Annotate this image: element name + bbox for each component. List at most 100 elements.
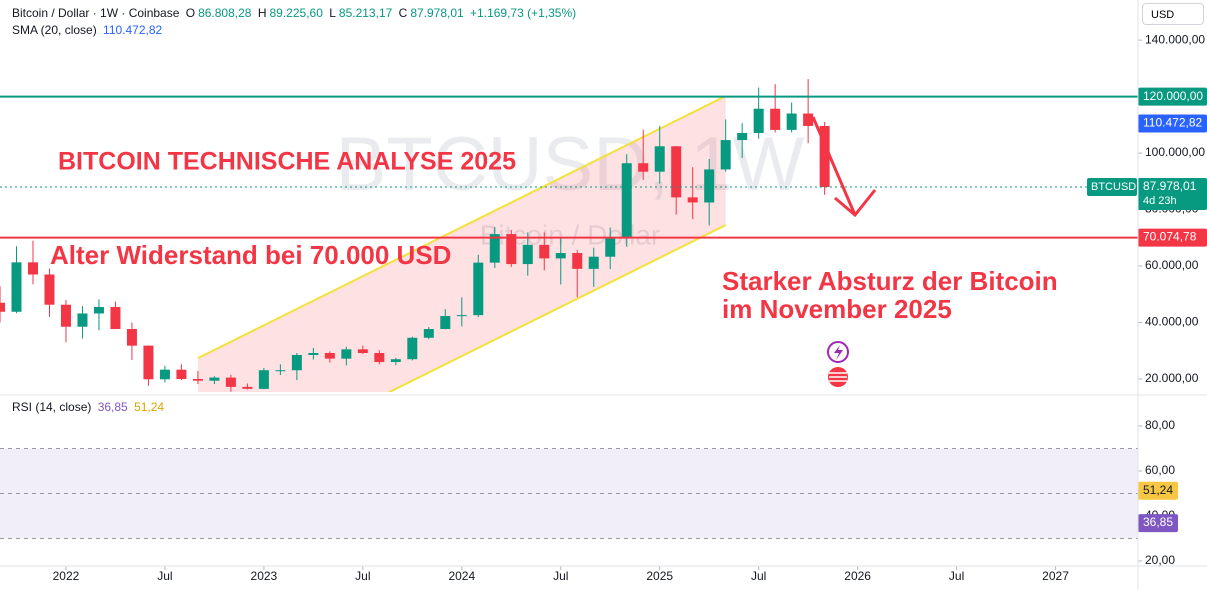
x-tick-label: 2025 [646, 569, 673, 583]
candle-body [407, 337, 418, 360]
x-tick-label: Jul [157, 569, 172, 583]
x-tick-label: 2027 [1042, 569, 1069, 583]
candle-body [588, 256, 599, 269]
candle-body [671, 146, 682, 198]
candle-body [390, 359, 401, 363]
currency-button[interactable]: USD [1142, 3, 1204, 25]
ohlc-name: O [185, 6, 196, 20]
rsi-label-box [1138, 514, 1178, 533]
ohlc-value: 85.213,17 [338, 6, 393, 20]
symbol-label-box [1087, 178, 1137, 197]
candle-body [60, 304, 71, 327]
symbol-legend: Bitcoin / Dollar · 1W · Coinbase O 86.808… [12, 6, 579, 20]
candle-body [242, 386, 253, 389]
candle-body [803, 113, 814, 126]
chart-title: BITCOIN TECHNISCHE ANALYSE 2025 [58, 148, 516, 176]
x-tick-label: Jul [751, 569, 766, 583]
price-label: 70.074,78 [1143, 230, 1197, 244]
legend-value: 110.472,82 [103, 23, 163, 37]
countdown: 4d 23h [1143, 195, 1177, 207]
ohlc-name: L [329, 6, 336, 20]
channel [197, 96, 726, 392]
x-tick-label: Jul [553, 569, 568, 583]
candle-body [176, 369, 187, 379]
candle-body [110, 306, 121, 330]
x-tick-label: Jul [949, 569, 964, 583]
candle-body [440, 316, 451, 330]
x-tick-label: Jul [355, 569, 370, 583]
candle-body [720, 140, 731, 170]
y-tick-label: 20.000,00 [1145, 371, 1199, 385]
rsi-label: 51,24 [1143, 483, 1173, 497]
candle-body [291, 354, 302, 371]
x-tick-label: 2026 [844, 569, 871, 583]
legend-name: SMA (20, close) [12, 23, 97, 37]
y-tick-label: 60.000,00 [1145, 258, 1199, 272]
candle-body [143, 345, 154, 380]
x-tick-label: 2023 [251, 569, 278, 583]
ohlc-name: H [257, 6, 267, 20]
channel-border [387, 224, 727, 392]
candle-body [357, 349, 368, 354]
ohlc-value: 86.808,28 [198, 6, 252, 20]
symbol: Bitcoin / Dollar · 1W · Coinbase [12, 6, 180, 20]
price-pane [0, 79, 830, 392]
candle-body [522, 244, 533, 265]
candle-body [737, 133, 748, 141]
candle-body [539, 244, 550, 259]
candle-body [44, 274, 55, 305]
arrow [811, 116, 877, 218]
price-label: 120.000,00 [1143, 89, 1203, 103]
candle-body [572, 253, 583, 269]
y-tick-label: 140.000,00 [1145, 32, 1205, 46]
candle-body [621, 163, 632, 238]
rsi-label: 36,85 [1143, 515, 1173, 529]
rsi-pane [0, 448, 1138, 539]
sma-label: 110.472,82 [1143, 116, 1202, 130]
candle-body [819, 125, 830, 188]
candle-body [275, 370, 286, 372]
candle-body [786, 113, 797, 130]
sma-label-box [1138, 114, 1207, 133]
candle-body [0, 302, 5, 312]
candle-body [341, 349, 352, 359]
candle-body [126, 329, 137, 346]
lightning-icon [834, 345, 843, 360]
candle-body [11, 262, 22, 312]
x-tick-label: 2022 [53, 569, 80, 583]
candle-body [605, 237, 616, 257]
y-tick-label: 100.000,00 [1145, 145, 1205, 159]
candle-body [192, 378, 203, 381]
candle-body [555, 253, 566, 259]
legend-name: RSI (14, close) [12, 400, 92, 414]
candle-body [704, 169, 715, 203]
flag-stripes [829, 372, 847, 382]
candle-body [209, 377, 220, 381]
x-tick-label: 2024 [448, 569, 475, 583]
candle-body [687, 197, 698, 203]
price-label: 87.978,01 [1143, 179, 1197, 193]
candle-body [77, 313, 88, 327]
annotation: Alter Widerstand bei 70.000 USD [50, 240, 451, 270]
candle-body [473, 262, 484, 316]
sma-legend: SMA (20, close) 110.472,82 [12, 23, 165, 37]
candle-body [770, 108, 781, 130]
price-label-box [1138, 178, 1207, 211]
price-label-box [1138, 228, 1207, 247]
candle-body [423, 329, 434, 338]
symbol-label: BTCUSD [1091, 181, 1136, 193]
candle-body [506, 234, 517, 265]
y-tick-label: 60,00 [1145, 463, 1175, 477]
candle-body [258, 370, 269, 389]
candle-body [159, 369, 170, 380]
candle-body [93, 306, 104, 314]
candle-body [489, 234, 500, 263]
candle-body [308, 353, 319, 355]
candle-body [654, 146, 665, 172]
candle-body [638, 163, 649, 172]
candle-body [374, 353, 385, 363]
legend-value: 36,85 [97, 400, 128, 414]
change: +1.169,73 (+1,35%) [470, 6, 577, 20]
